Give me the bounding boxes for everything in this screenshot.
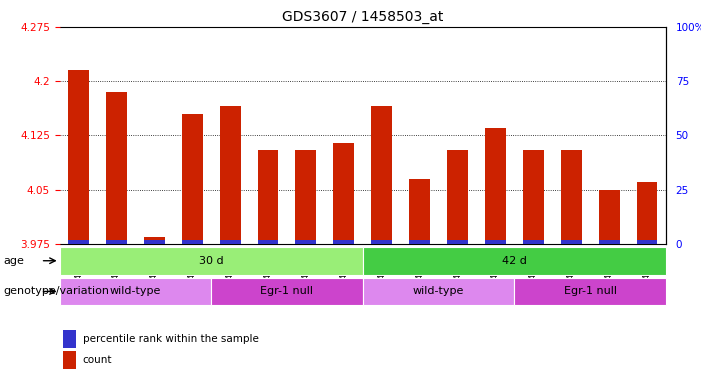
Bar	[523, 240, 544, 244]
Bar	[637, 182, 658, 244]
Bar	[599, 240, 620, 244]
Bar	[257, 240, 278, 244]
Bar	[409, 179, 430, 244]
Bar	[219, 240, 240, 244]
Bar	[372, 106, 392, 244]
Bar	[68, 70, 89, 244]
Bar	[211, 278, 363, 305]
Bar	[296, 150, 316, 244]
Text: genotype/variation: genotype/variation	[4, 286, 109, 296]
Bar	[68, 240, 89, 244]
Bar	[182, 114, 203, 244]
Bar	[296, 240, 316, 244]
Text: 42 d: 42 d	[502, 256, 526, 266]
Bar	[447, 240, 468, 244]
Bar	[257, 150, 278, 244]
Bar	[106, 240, 127, 244]
Text: percentile rank within the sample: percentile rank within the sample	[83, 334, 259, 344]
Bar	[144, 240, 165, 244]
Bar	[106, 92, 127, 244]
Text: 30 d: 30 d	[199, 256, 224, 266]
Text: count: count	[83, 355, 112, 365]
Bar	[144, 237, 165, 244]
Bar	[515, 278, 666, 305]
Bar	[409, 240, 430, 244]
Bar	[447, 150, 468, 244]
Bar	[60, 278, 211, 305]
Bar	[182, 240, 203, 244]
Bar	[372, 240, 392, 244]
Bar	[334, 240, 354, 244]
Bar	[485, 128, 506, 244]
Bar	[637, 240, 658, 244]
Bar	[523, 150, 544, 244]
Bar	[334, 142, 354, 244]
Bar	[219, 106, 240, 244]
Bar	[363, 278, 515, 305]
Title: GDS3607 / 1458503_at: GDS3607 / 1458503_at	[282, 10, 444, 25]
Text: age: age	[4, 256, 25, 266]
Bar	[599, 190, 620, 244]
Bar	[60, 247, 363, 275]
Bar	[561, 240, 582, 244]
Bar	[561, 150, 582, 244]
Bar	[485, 240, 506, 244]
Text: Egr-1 null: Egr-1 null	[564, 286, 617, 296]
Text: wild-type: wild-type	[413, 286, 464, 296]
Text: Egr-1 null: Egr-1 null	[261, 286, 313, 296]
Bar	[363, 247, 666, 275]
Text: wild-type: wild-type	[109, 286, 161, 296]
